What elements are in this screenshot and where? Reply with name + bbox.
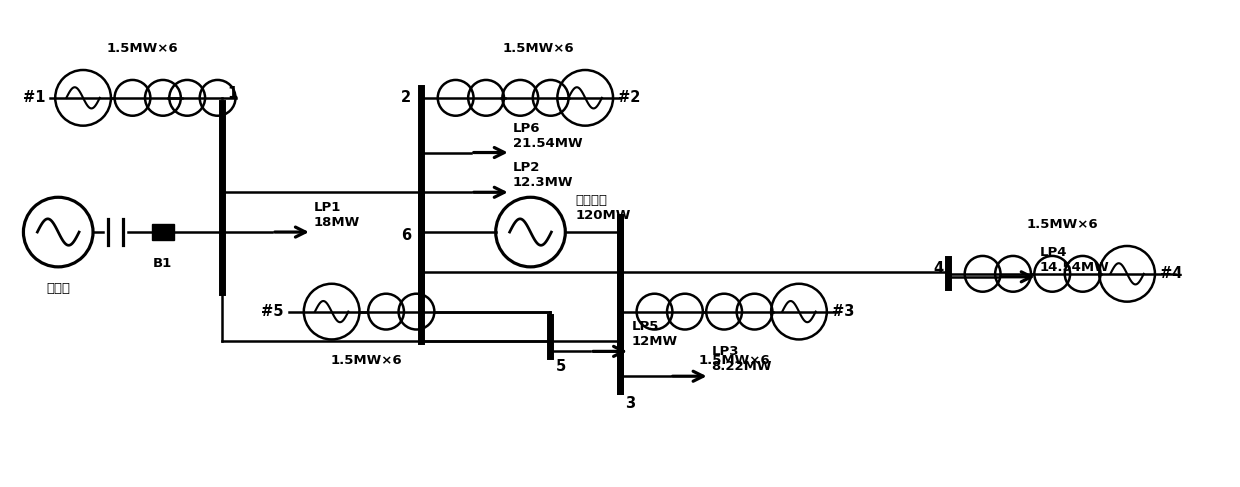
Text: 4: 4 [932,261,944,276]
Text: LP3
8.22MW: LP3 8.22MW [712,345,773,373]
Text: 1: 1 [227,86,238,101]
Text: #4: #4 [1159,266,1182,281]
Text: LP4
14.54MW: LP4 14.54MW [1039,246,1110,274]
Text: 3: 3 [625,396,635,411]
Text: LP2
12.3MW: LP2 12.3MW [512,161,573,189]
Text: 1.5MW×6: 1.5MW×6 [1027,218,1099,231]
Text: #5: #5 [262,304,284,319]
Text: 5: 5 [556,359,565,375]
Text: B1: B1 [153,257,172,270]
Text: LP1
18MW: LP1 18MW [314,201,360,229]
Text: #3: #3 [832,304,854,319]
Text: 主电网: 主电网 [46,282,71,295]
Text: #1: #1 [22,90,46,105]
Text: 火电机组
120MW: 火电机组 120MW [575,194,631,222]
Text: 1.5MW×6: 1.5MW×6 [331,355,402,367]
Text: 1.5MW×6: 1.5MW×6 [698,355,770,367]
Text: 1.5MW×6: 1.5MW×6 [502,42,574,55]
Text: 1.5MW×6: 1.5MW×6 [107,42,179,55]
Text: #2: #2 [618,90,640,105]
Text: LP6
21.54MW: LP6 21.54MW [512,122,583,150]
Text: 2: 2 [401,90,412,105]
Bar [151,224,174,240]
Text: LP5
12MW: LP5 12MW [632,320,678,348]
Text: 6: 6 [401,227,412,243]
